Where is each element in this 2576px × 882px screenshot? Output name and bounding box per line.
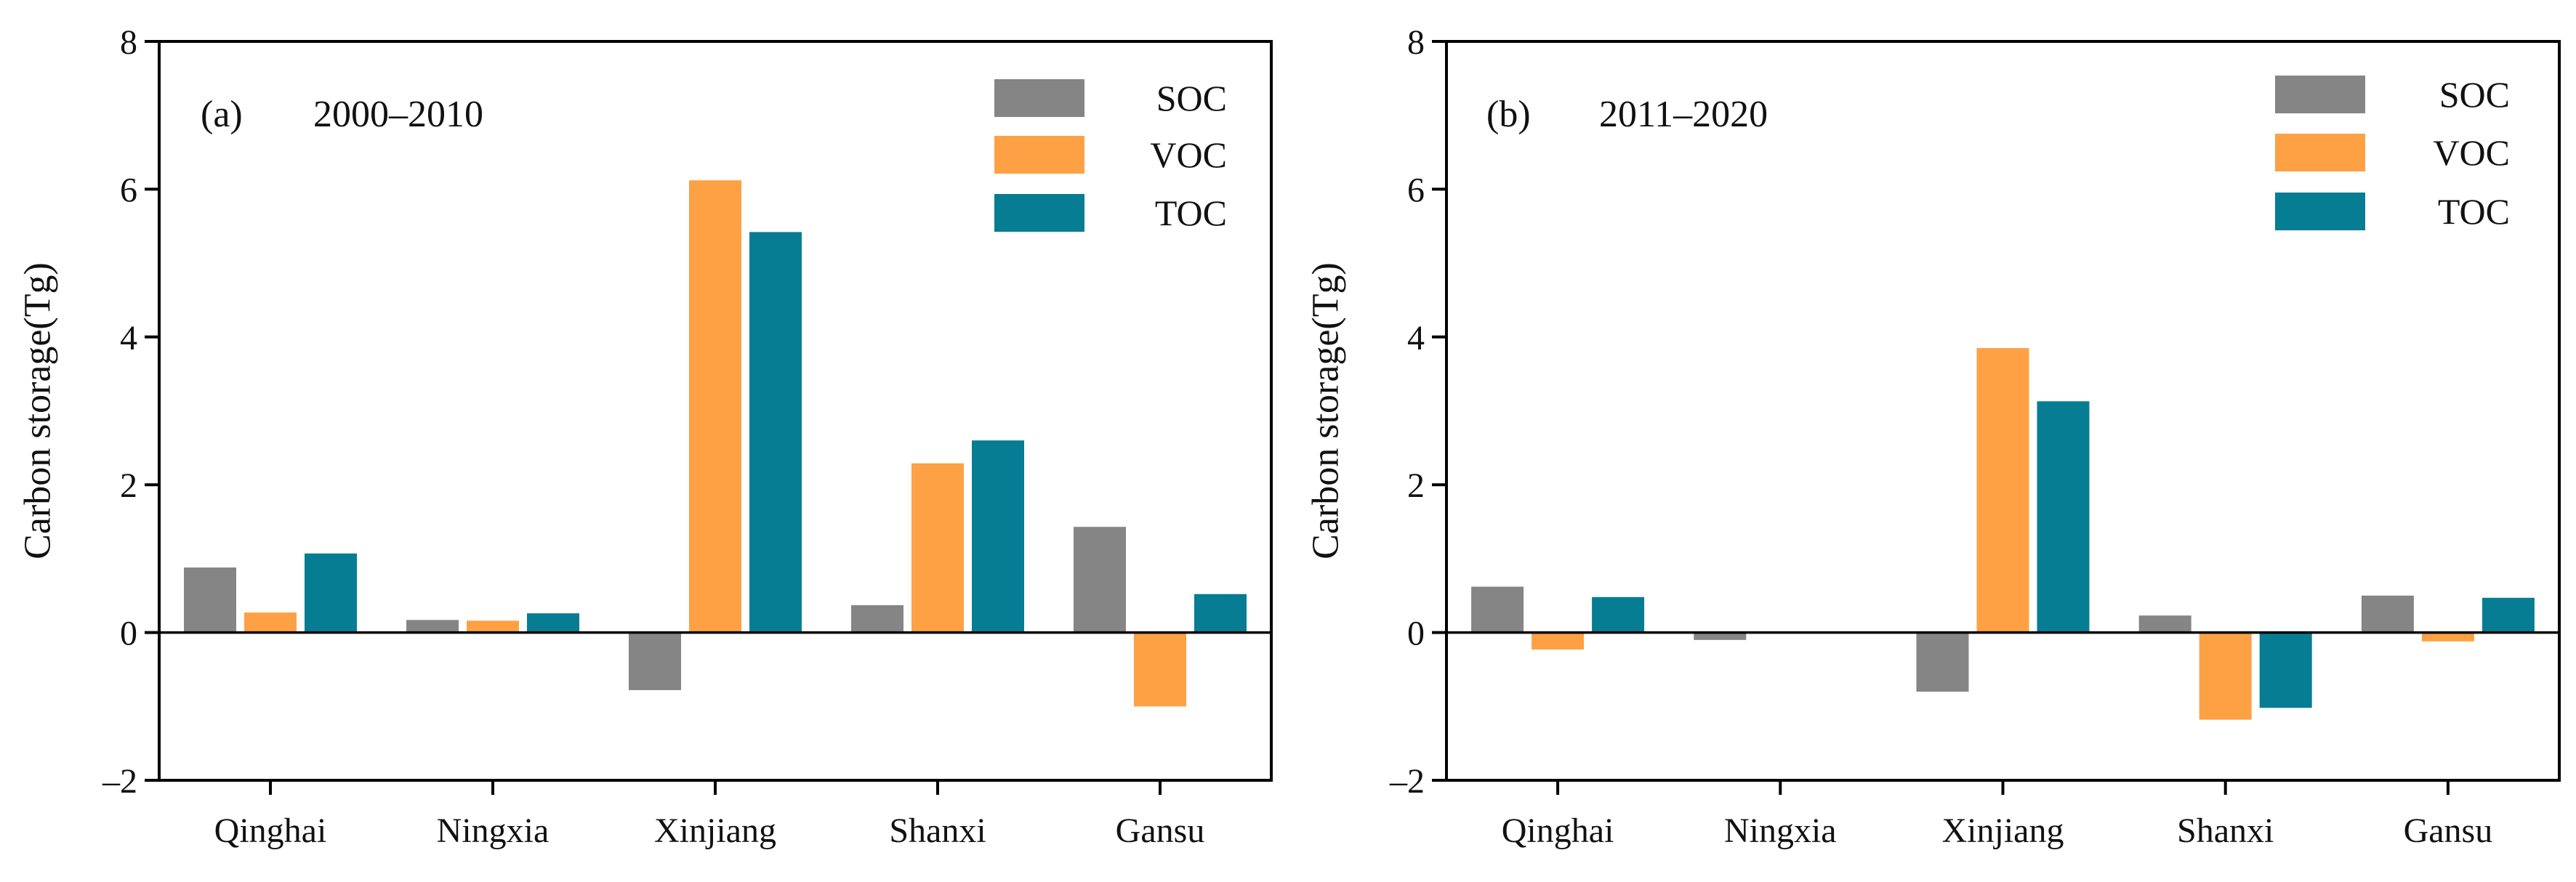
bar-toc-xinjiang	[749, 232, 802, 633]
x-tick-label-qinghai: Qinghai	[1502, 812, 1614, 850]
x-tick-label-shanxi: Shanxi	[889, 812, 986, 850]
x-tick-label-gansu: Gansu	[2404, 812, 2493, 850]
panel-title: 2011–2020	[1599, 94, 1768, 135]
y-tick-label: –2	[102, 762, 137, 801]
x-tick-label-xinjiang: Xinjiang	[1942, 812, 2064, 850]
y-tick-label: 0	[1407, 615, 1425, 653]
bar-voc-shanxi	[2199, 632, 2252, 720]
legend-swatch-toc	[994, 194, 1084, 232]
legend-label-toc: TOC	[2438, 191, 2510, 232]
legend-swatch-voc	[994, 136, 1084, 174]
bar-toc-ningxia	[527, 613, 579, 633]
bar-voc-gansu	[2421, 632, 2474, 642]
bar-voc-shanxi	[911, 463, 964, 633]
legend-label-toc: TOC	[1155, 193, 1227, 233]
x-tick-label-ningxia: Ningxia	[1724, 812, 1837, 850]
y-tick-label: 4	[1407, 319, 1425, 357]
legend-label-soc: SOC	[2439, 74, 2510, 115]
bar-soc-gansu	[1074, 527, 1126, 633]
bar-toc-qinghai	[1592, 596, 1645, 633]
y-tick-label: 2	[1407, 466, 1425, 505]
panel-label: (a)	[201, 94, 243, 135]
legend-label-voc: VOC	[2433, 132, 2510, 173]
bar-soc-xinjiang	[629, 632, 681, 690]
bar-soc-gansu	[2361, 595, 2414, 633]
y-tick-label: 2	[120, 466, 137, 505]
y-axis-label: Carbon storage(Tg)	[17, 262, 59, 559]
y-tick-label: 8	[120, 23, 137, 62]
panel-title: 2000–2010	[313, 94, 483, 135]
bar-soc-ningxia	[1694, 632, 1747, 640]
bar-toc-shanxi	[972, 440, 1024, 633]
x-tick-label-gansu: Gansu	[1116, 812, 1205, 850]
bar-soc-ningxia	[406, 620, 459, 633]
bar-soc-xinjiang	[1916, 632, 1969, 692]
panel-label: (b)	[1486, 94, 1531, 135]
legend-label-voc: VOC	[1150, 134, 1227, 175]
legend-swatch-toc	[2275, 193, 2365, 230]
bar-voc-xinjiang	[1976, 348, 2029, 633]
bar-soc-shanxi	[2138, 615, 2191, 633]
legend-swatch-voc	[2275, 134, 2365, 171]
bar-toc-gansu	[1194, 594, 1247, 633]
y-axis-label: Carbon storage(Tg)	[1305, 262, 1347, 559]
x-tick-label-ningxia: Ningxia	[437, 812, 550, 850]
y-tick-label: 4	[120, 319, 137, 357]
y-tick-label: 0	[120, 615, 137, 653]
y-tick-label: 6	[120, 171, 137, 209]
y-tick-label: 8	[1407, 23, 1425, 62]
bar-toc-shanxi	[2259, 632, 2312, 708]
bar-voc-qinghai	[244, 612, 297, 633]
y-tick-label: 6	[1407, 171, 1425, 209]
x-tick-label-qinghai: Qinghai	[214, 812, 327, 850]
bar-voc-xinjiang	[689, 180, 741, 633]
legend-swatch-soc	[2275, 76, 2365, 113]
bar-voc-ningxia	[467, 620, 519, 633]
bar-toc-qinghai	[305, 553, 357, 633]
x-tick-label-shanxi: Shanxi	[2177, 812, 2274, 850]
x-tick-label-xinjiang: Xinjiang	[654, 812, 776, 850]
legend-label-soc: SOC	[1156, 78, 1227, 118]
panel-a: –2 0 2 4 6 8 Qinghai Ningxia Xinjiang Shanxi Gansu…	[17, 23, 1273, 850]
bar-soc-shanxi	[851, 605, 903, 633]
bar-toc-gansu	[2482, 597, 2535, 633]
panel-b: –2 0 2 4 6 8 Qinghai Ningxia Xinjiang Shanxi Gansu…	[1305, 23, 2561, 850]
bar-voc-qinghai	[1531, 632, 1585, 650]
bar-voc-gansu	[1134, 632, 1186, 707]
legend-swatch-soc	[994, 79, 1084, 117]
bar-toc-xinjiang	[2037, 401, 2090, 633]
bar-soc-qinghai	[1471, 586, 1524, 633]
y-tick-label: –2	[1389, 762, 1425, 801]
bar-soc-qinghai	[184, 567, 236, 633]
